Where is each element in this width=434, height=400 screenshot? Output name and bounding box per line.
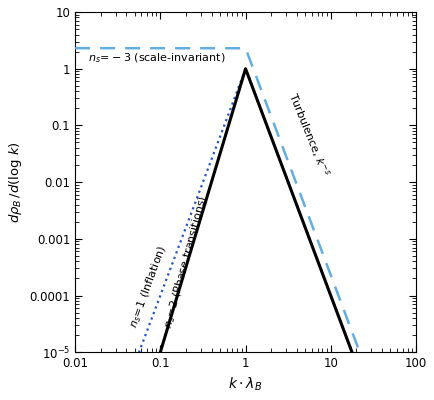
X-axis label: $k\cdot\lambda_B$: $k\cdot\lambda_B$: [228, 376, 263, 393]
Text: $n_s\!=\!1$ (Inflation): $n_s\!=\!1$ (Inflation): [127, 243, 170, 330]
Text: Turbulence, $k^{-s}$: Turbulence, $k^{-s}$: [285, 90, 332, 178]
Y-axis label: $d\rho_B\,$/$d(\log\,k)$: $d\rho_B\,$/$d(\log\,k)$: [7, 141, 24, 223]
Text: $n_s\!=\!-3$ (scale-invariant): $n_s\!=\!-3$ (scale-invariant): [88, 52, 225, 66]
Text: $n_s\!=\!2$ (Phase transitions): $n_s\!=\!2$ (Phase transitions): [161, 194, 210, 330]
